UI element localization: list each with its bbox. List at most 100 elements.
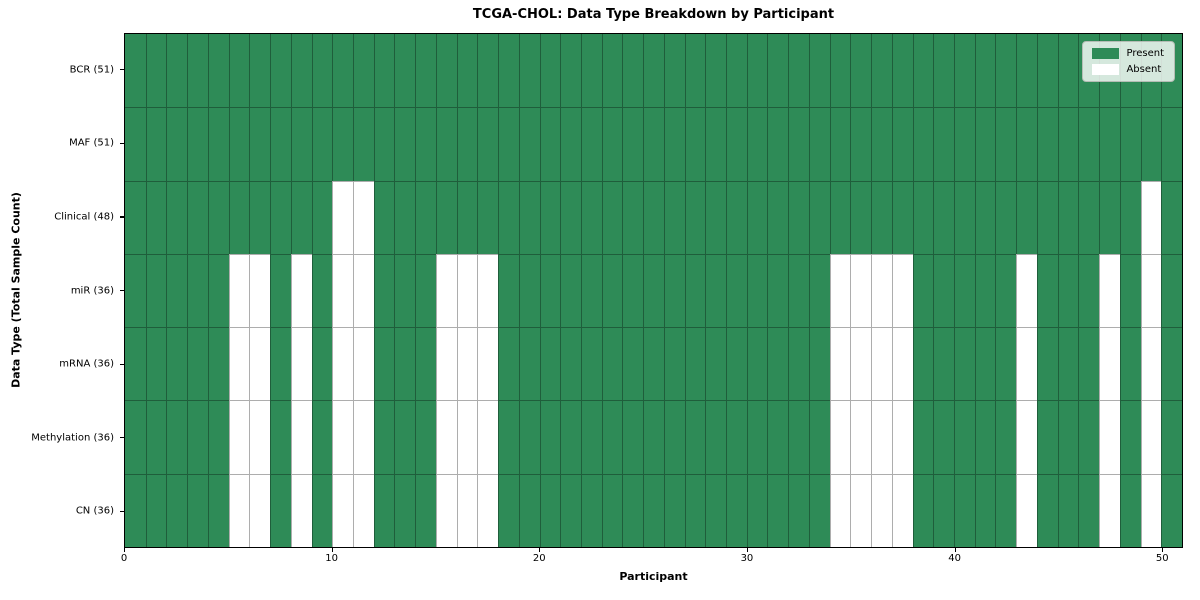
heatmap-cell [518, 34, 540, 108]
heatmap-cell [829, 34, 851, 108]
heatmap-cell [498, 34, 519, 108]
heatmap-cell [125, 34, 146, 108]
heatmap-cell [746, 400, 768, 474]
heatmap-cell [518, 253, 540, 328]
heatmap-cell [808, 253, 830, 328]
heatmap-cell [125, 400, 146, 474]
heatmap-cell [498, 473, 519, 547]
heatmap-cell [352, 34, 374, 108]
heatmap-cell [290, 400, 312, 474]
heatmap-cell [808, 107, 830, 181]
heatmap-cell [290, 34, 312, 108]
heatmap-cell [933, 327, 955, 401]
heatmap-cell [270, 253, 291, 328]
heatmap-cell [166, 473, 188, 547]
heatmap-cell [394, 180, 416, 254]
heatmap-cell [373, 253, 395, 328]
heatmap-cell [415, 107, 436, 181]
heatmap-cell [332, 107, 353, 181]
heatmap-cell [684, 473, 706, 547]
heatmap-cell [808, 180, 830, 254]
heatmap-cell [435, 180, 457, 254]
heatmap-cell [352, 107, 374, 181]
heatmap-cell [871, 107, 892, 181]
heatmap-cell [995, 107, 1017, 181]
y-tick-mark [120, 363, 124, 365]
heatmap-cell [601, 400, 623, 474]
heatmap-cell [145, 327, 167, 401]
heatmap-cell [1057, 180, 1079, 254]
heatmap-cell [352, 473, 374, 547]
heatmap-cell [705, 400, 727, 474]
heatmap-cell [207, 34, 229, 108]
heatmap-cell [684, 107, 706, 181]
heatmap-cell [311, 473, 333, 547]
heatmap-cell [829, 473, 851, 547]
heatmap-cell [788, 253, 809, 328]
heatmap-cell [995, 34, 1017, 108]
heatmap-cell [788, 473, 809, 547]
y-tick-label: mRNA (36) [59, 358, 114, 370]
heatmap-cell [1161, 400, 1182, 474]
heatmap-cell [871, 327, 892, 401]
x-tick-mark [954, 548, 956, 552]
legend-entry: Absent [1092, 64, 1164, 75]
heatmap-cell [270, 400, 291, 474]
heatmap-cell [207, 473, 229, 547]
heatmap-cell [415, 327, 436, 401]
heatmap-cell [933, 180, 955, 254]
heatmap-cell [435, 107, 457, 181]
heatmap-cell [332, 400, 353, 474]
heatmap-cell [1078, 107, 1100, 181]
legend-entry: Present [1092, 48, 1164, 59]
heatmap-cell [311, 34, 333, 108]
heatmap-cell [477, 473, 499, 547]
heatmap-cell [684, 253, 706, 328]
heatmap-cell [311, 400, 333, 474]
heatmap-cell [1078, 180, 1100, 254]
heatmap-cell [1057, 400, 1079, 474]
heatmap-cell [1099, 473, 1120, 547]
x-tick-label: 40 [948, 553, 961, 564]
heatmap-cell [1140, 400, 1162, 474]
heatmap-cell [270, 34, 291, 108]
heatmap-cell [663, 34, 685, 108]
heatmap-cell [850, 327, 872, 401]
heatmap-cell [726, 400, 747, 474]
heatmap-cell [207, 253, 229, 328]
heatmap-cell [891, 400, 913, 474]
heatmap-cell [498, 180, 519, 254]
heatmap-cell [456, 107, 478, 181]
heatmap-cell [560, 473, 581, 547]
heatmap-cell [622, 34, 644, 108]
heatmap-cell [1119, 473, 1141, 547]
heatmap-cell [767, 107, 789, 181]
heatmap-cell [477, 34, 499, 108]
heatmap-cell [954, 327, 975, 401]
heatmap-cell [974, 107, 996, 181]
heatmap-cell [954, 253, 975, 328]
heatmap-cell [539, 34, 561, 108]
heatmap-cell [663, 253, 685, 328]
heatmap-cell [643, 400, 664, 474]
heatmap-cell [290, 180, 312, 254]
heatmap-cell [850, 180, 872, 254]
heatmap-cell [187, 400, 208, 474]
heatmap-cell [560, 253, 581, 328]
x-tick-label: 50 [1155, 553, 1169, 564]
x-axis-label: Participant [619, 570, 688, 583]
heatmap-cell [912, 327, 934, 401]
heatmap-cell [373, 400, 395, 474]
heatmap-cell [145, 473, 167, 547]
heatmap-cell [684, 34, 706, 108]
heatmap-cell [456, 34, 478, 108]
heatmap-cell [1016, 253, 1037, 328]
heatmap-cell [995, 327, 1017, 401]
heatmap-cell [415, 34, 436, 108]
y-tick-mark [120, 216, 124, 218]
heatmap-cell [518, 400, 540, 474]
heatmap-cell [684, 180, 706, 254]
heatmap-cell [622, 327, 644, 401]
heatmap-cell [1099, 400, 1120, 474]
heatmap-cell [187, 253, 208, 328]
